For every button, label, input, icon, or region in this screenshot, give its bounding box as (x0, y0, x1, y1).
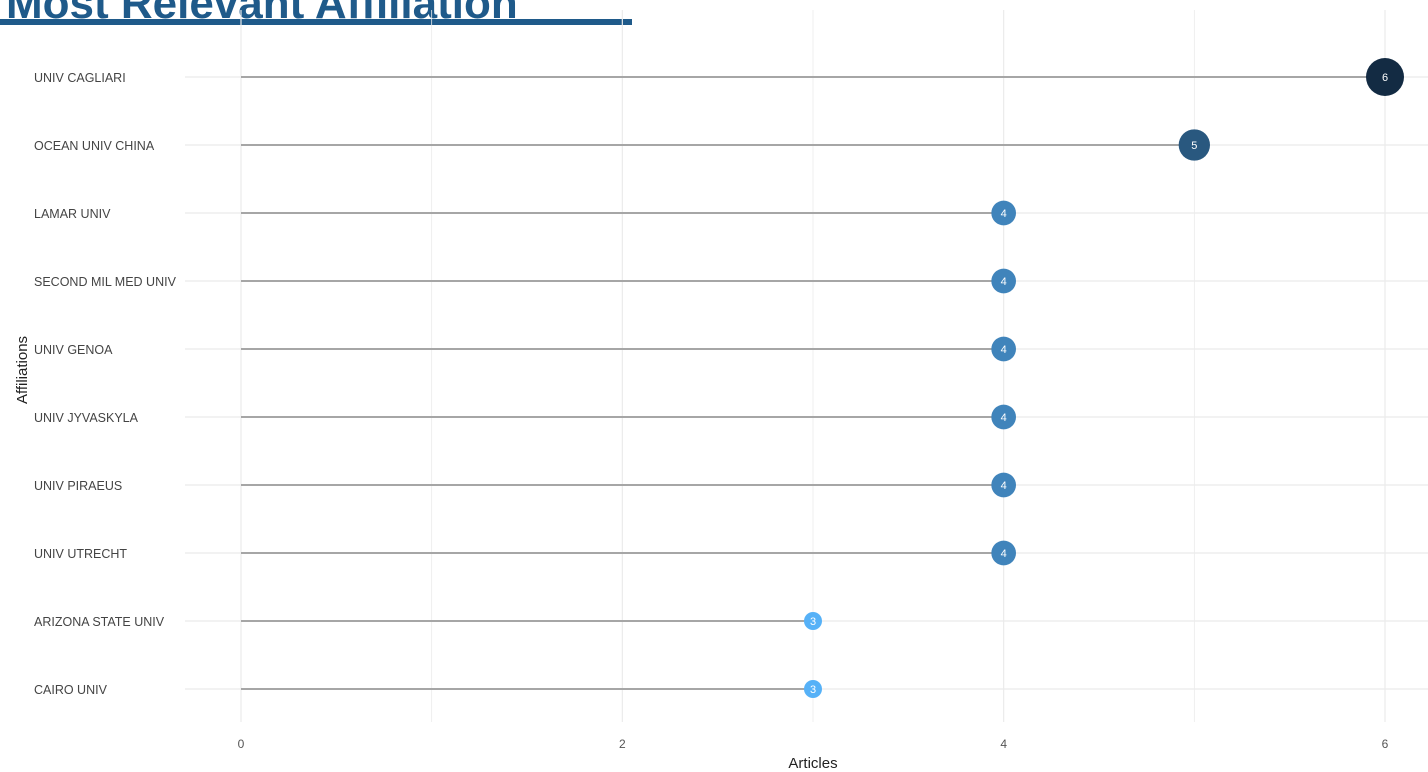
value-label: 4 (1001, 344, 1007, 356)
x-axis-title: Articles (788, 755, 837, 772)
value-label: 3 (810, 616, 816, 628)
value-label: 3 (810, 684, 816, 696)
value-label: 4 (1001, 208, 1007, 220)
category-label: OCEAN UNIV CHINA (34, 139, 155, 153)
value-label: 5 (1191, 140, 1197, 152)
stem-layer (241, 76, 1385, 690)
x-tick-label: 6 (1382, 737, 1389, 751)
category-label: CAIRO UNIV (34, 683, 108, 697)
category-label: UNIV PIRAEUS (34, 479, 122, 493)
lollipop-point (804, 680, 822, 698)
lollipop-point (1366, 58, 1404, 96)
lollipop-point (1178, 129, 1211, 161)
category-label: SECOND MIL MED UNIV (34, 275, 177, 289)
value-label: 4 (1001, 412, 1007, 424)
category-label: UNIV CAGLIARI (34, 71, 126, 85)
category-label: ARIZONA STATE UNIV (34, 615, 165, 629)
lollipop-point (991, 472, 1017, 498)
title-underline (0, 19, 632, 25)
y-axis-title: Affiliations (14, 336, 31, 404)
category-label: UNIV UTRECHT (34, 547, 127, 561)
value-label: 4 (1001, 480, 1007, 492)
value-label: 4 (1001, 548, 1007, 560)
lollipop-point (991, 540, 1017, 566)
category-label: UNIV GENOA (34, 343, 113, 357)
category-label: LAMAR UNIV (34, 207, 111, 221)
x-tick-label: 4 (1000, 737, 1007, 751)
lollipop-point (991, 336, 1017, 362)
lollipop-point (804, 612, 822, 630)
x-tick-label: 0 (238, 737, 245, 751)
lollipop-point (991, 200, 1017, 226)
value-label: 6 (1382, 72, 1388, 84)
category-label: UNIV JYVASKYLA (34, 411, 139, 425)
x-tick-label: 2 (619, 737, 626, 751)
lollipop-point (991, 404, 1017, 430)
lollipop-point (991, 268, 1017, 294)
value-label: 4 (1001, 276, 1007, 288)
x-tick-layer: 0 2 4 6 (238, 737, 1389, 751)
category-label-layer: UNIV CAGLIARI OCEAN UNIV CHINA LAMAR UNIV S… (34, 71, 177, 697)
point-layer: 6 5 4 4 4 4 4 4 3 3 (804, 58, 1404, 698)
